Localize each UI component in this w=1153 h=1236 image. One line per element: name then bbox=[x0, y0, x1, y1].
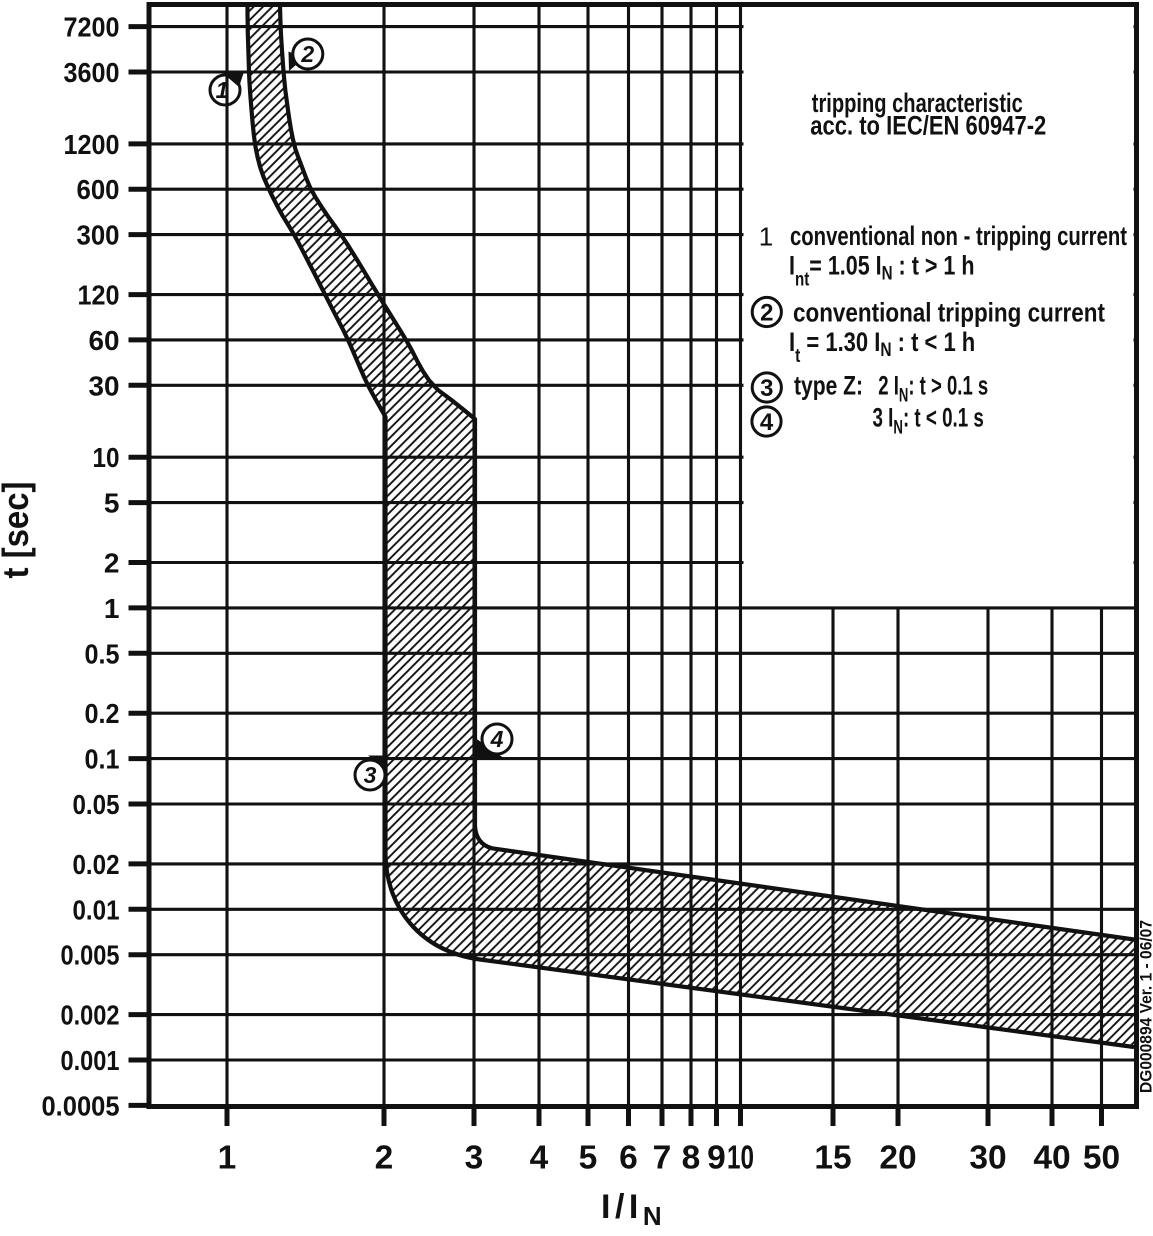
svg-text:1: 1 bbox=[759, 222, 773, 252]
svg-text:4: 4 bbox=[530, 1140, 549, 1177]
svg-text:DG000894 Ver. 1 - 06/07: DG000894 Ver. 1 - 06/07 bbox=[1138, 920, 1153, 1093]
svg-text:3600: 3600 bbox=[64, 57, 120, 88]
svg-text:0.002: 0.002 bbox=[61, 1000, 120, 1031]
svg-text:0.5: 0.5 bbox=[85, 638, 120, 669]
svg-text:7: 7 bbox=[653, 1140, 672, 1177]
svg-text:20: 20 bbox=[879, 1140, 916, 1177]
svg-text:t [sec]: t [sec] bbox=[0, 482, 36, 579]
svg-text:50: 50 bbox=[1083, 1140, 1120, 1177]
svg-text:0.05: 0.05 bbox=[73, 789, 120, 820]
svg-text:2: 2 bbox=[760, 300, 773, 327]
svg-text:9: 9 bbox=[707, 1140, 726, 1177]
svg-text:2: 2 bbox=[375, 1140, 394, 1177]
svg-text:1: 1 bbox=[104, 593, 120, 624]
svg-text:15: 15 bbox=[814, 1140, 851, 1177]
svg-text:3: 3 bbox=[465, 1140, 484, 1177]
svg-text:2: 2 bbox=[300, 41, 314, 67]
svg-text:1: 1 bbox=[218, 1140, 237, 1177]
svg-text:3: 3 bbox=[760, 375, 773, 402]
svg-text:0.001: 0.001 bbox=[61, 1045, 120, 1076]
svg-text:6: 6 bbox=[619, 1140, 638, 1177]
svg-text:30: 30 bbox=[89, 370, 120, 401]
svg-text:2: 2 bbox=[104, 548, 120, 579]
svg-text:5: 5 bbox=[104, 488, 120, 519]
svg-text:120: 120 bbox=[78, 280, 120, 311]
svg-text:60: 60 bbox=[89, 325, 120, 356]
svg-text:acc. to IEC/EN 60947-2: acc. to IEC/EN 60947-2 bbox=[810, 111, 1046, 141]
svg-text:4: 4 bbox=[490, 726, 504, 752]
svg-text:1200: 1200 bbox=[64, 129, 120, 160]
svg-text:7200: 7200 bbox=[64, 12, 120, 43]
svg-text:40: 40 bbox=[1033, 1140, 1070, 1177]
svg-text:300: 300 bbox=[77, 220, 120, 251]
svg-text:0.2: 0.2 bbox=[85, 698, 120, 729]
svg-text:0.0005: 0.0005 bbox=[42, 1090, 120, 1121]
svg-text:type Z:: type Z: bbox=[794, 371, 863, 401]
svg-text:8: 8 bbox=[682, 1140, 701, 1177]
svg-text:0.005: 0.005 bbox=[61, 940, 120, 971]
svg-text:600: 600 bbox=[77, 174, 120, 205]
svg-text:0.1: 0.1 bbox=[85, 744, 120, 775]
svg-text:conventional non - tripping cu: conventional non - tripping current bbox=[790, 221, 1127, 251]
svg-text:10: 10 bbox=[727, 1140, 754, 1177]
svg-text:0.01: 0.01 bbox=[73, 894, 120, 925]
svg-text:5: 5 bbox=[579, 1140, 598, 1177]
svg-text:0.02: 0.02 bbox=[73, 849, 120, 880]
svg-text:10: 10 bbox=[93, 442, 120, 473]
svg-text:4: 4 bbox=[760, 409, 774, 436]
svg-text:3: 3 bbox=[364, 762, 377, 788]
svg-text:conventional tripping current: conventional tripping current bbox=[793, 297, 1105, 327]
svg-text:30: 30 bbox=[969, 1140, 1006, 1177]
svg-text:1: 1 bbox=[216, 77, 229, 103]
